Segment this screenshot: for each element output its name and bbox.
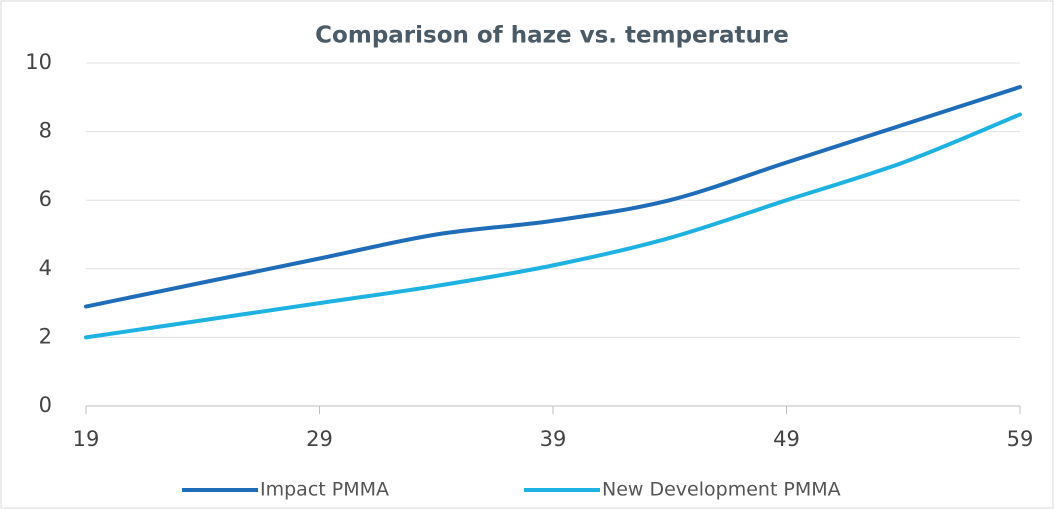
y-tick-label: 6 xyxy=(39,187,52,211)
y-tick-label: 4 xyxy=(39,256,52,280)
x-tick-label: 29 xyxy=(306,427,333,451)
y-tick-label: 0 xyxy=(39,393,52,417)
y-tick-label: 2 xyxy=(39,324,52,348)
y-tick-label: 10 xyxy=(25,50,52,74)
x-tick-label: 19 xyxy=(73,427,100,451)
x-tick-label: 59 xyxy=(1007,427,1034,451)
legend-label: Impact PMMA xyxy=(260,479,389,501)
legend-label: New Development PMMA xyxy=(602,479,841,501)
x-tick-label: 39 xyxy=(540,427,567,451)
series-line xyxy=(84,85,1022,309)
y-tick-label: 8 xyxy=(39,119,52,143)
series-line xyxy=(84,112,1022,340)
x-tick-label: 49 xyxy=(773,427,800,451)
chart-title: Comparison of haze vs. temperature xyxy=(315,23,789,49)
